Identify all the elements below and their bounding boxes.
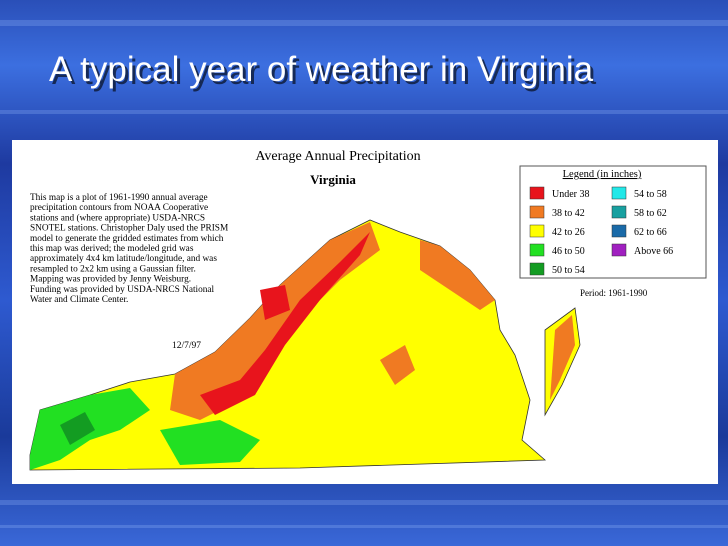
legend-swatch (529, 243, 545, 257)
description-line: precipitation contours from NOAA Coopera… (30, 202, 208, 213)
legend-label: 38 to 42 (552, 208, 585, 219)
region (550, 315, 575, 400)
region (29, 219, 547, 471)
description-line: model to generate the gridded estimates … (30, 233, 224, 244)
state-map (29, 219, 581, 471)
slide-title: A typical year of weather in Virginia (49, 50, 594, 89)
legend-swatch (611, 243, 627, 257)
description-line: Funding was provided by USDA-NRCS Nation… (30, 285, 215, 295)
description: This map is a plot of 1961-1990 annual a… (30, 192, 228, 305)
description-line: stations and (where appropriate) USDA-NR… (30, 212, 205, 223)
region (170, 222, 380, 420)
description-line: Water and Climate Center. (30, 295, 128, 305)
legend-swatch (611, 205, 627, 219)
map-date: 12/7/97 (172, 341, 201, 351)
legend-label: 42 to 26 (552, 227, 585, 238)
legend-swatch (529, 186, 545, 200)
description-line: approximately 4x4 km latitude/longitude,… (30, 254, 217, 264)
legend-label: 58 to 62 (634, 208, 667, 219)
legend-swatch (611, 224, 627, 238)
legend-swatch (529, 262, 545, 276)
title-shadow: A typical year of weather in Virginia (52, 53, 597, 92)
description-line: SNOTEL stations. Christopher Daly used t… (30, 224, 228, 234)
region (60, 412, 95, 445)
region (160, 420, 260, 465)
legend-label: 62 to 66 (634, 227, 667, 238)
legend-swatch (529, 224, 545, 238)
description-line: this map was derived; the modeled grid w… (30, 244, 194, 254)
legend-box (519, 165, 707, 279)
region (420, 240, 495, 310)
legend-label: Above 66 (634, 246, 673, 257)
description-line: resampled to 2x2 km using a Gaussian fil… (30, 263, 196, 274)
map-subtitle: Virginia (310, 172, 356, 187)
region (380, 345, 415, 385)
legend-title: Legend (in inches) (563, 169, 642, 180)
legend-label: 46 to 50 (552, 246, 585, 257)
legend-swatch (529, 205, 545, 219)
streaks (0, 20, 728, 528)
legend: Under 38 38 to 42 42 to 26 46 to 50 50 to 54… (529, 186, 673, 276)
map-title: Average Annual Precipitation (255, 149, 420, 164)
period: Period: 1961-1990 (580, 288, 648, 298)
legend-swatch (611, 186, 627, 200)
description-line: This map is a plot of 1961-1990 annual a… (30, 192, 208, 203)
legend-label: 54 to 58 (634, 189, 667, 200)
description-line: Mapping was provided by Jenny Weisburg. (30, 275, 191, 285)
region (260, 285, 290, 320)
region (200, 232, 370, 415)
legend-label: 50 to 54 (552, 265, 585, 276)
legend-label: Under 38 (552, 189, 590, 200)
